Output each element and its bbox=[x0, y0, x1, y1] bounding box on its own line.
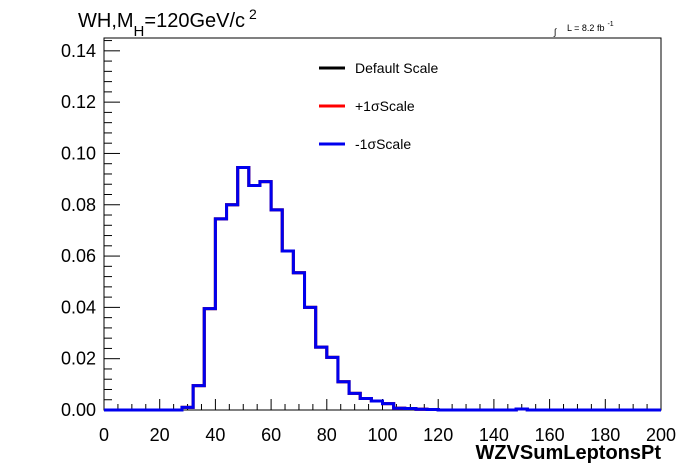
title-superscript: 2 bbox=[249, 6, 257, 22]
y-tick-label: 0.10 bbox=[61, 143, 96, 163]
y-tick-label: 0.00 bbox=[61, 400, 96, 420]
x-tick-label: 60 bbox=[261, 425, 281, 445]
histogram-series-1 bbox=[104, 166, 661, 412]
y-tick-labels: 0.00 0.02 0.04 0.06 0.08 0.10 0.12 0.14 bbox=[61, 41, 96, 420]
legend-label: Default Scale bbox=[355, 60, 438, 76]
x-tick-label: 200 bbox=[646, 425, 676, 445]
chart-title: WH,MH=120GeV/c 2 bbox=[78, 6, 257, 40]
title-subscript: H bbox=[134, 23, 145, 40]
x-tick-label: 100 bbox=[367, 425, 397, 445]
y-tick-label: 0.08 bbox=[61, 195, 96, 215]
x-tick-label: 20 bbox=[150, 425, 170, 445]
x-tick-label: 0 bbox=[99, 425, 109, 445]
legend-label: -1σScale bbox=[355, 136, 411, 152]
y-tick-label: 0.04 bbox=[61, 297, 96, 317]
x-tick-label: 180 bbox=[590, 425, 620, 445]
luminosity-value: L = 8.2 fb bbox=[567, 23, 604, 33]
legend: Default Scale +1σScale -1σScale bbox=[319, 60, 438, 152]
x-tick-label: 80 bbox=[317, 425, 337, 445]
x-axis-label: WZVSumLeptonsPt bbox=[475, 442, 661, 464]
x-tick-label: 140 bbox=[479, 425, 509, 445]
y-tick-label: 0.06 bbox=[61, 246, 96, 266]
legend-label: +1σScale bbox=[355, 98, 415, 114]
x-tick-label: 160 bbox=[535, 425, 565, 445]
y-tick-label: 0.14 bbox=[61, 41, 96, 61]
luminosity-unit-exponent: -1 bbox=[607, 21, 613, 28]
y-tick-label: 0.12 bbox=[61, 92, 96, 112]
histogram-series-3 bbox=[104, 166, 661, 412]
x-tick-labels: 0 20 40 60 80 100 120 140 160 180 200 bbox=[99, 425, 676, 445]
luminosity-label: L = 8.2 fb -1 bbox=[567, 21, 614, 33]
histogram-series-2 bbox=[104, 166, 661, 412]
x-tick-label: 40 bbox=[205, 425, 225, 445]
axis-ticks bbox=[103, 40, 662, 411]
title-main: WH,M bbox=[78, 10, 134, 32]
title-mid: =120GeV/c bbox=[144, 10, 245, 32]
x-tick-label: 120 bbox=[423, 425, 453, 445]
luminosity-integral: ∫ bbox=[553, 27, 558, 37]
plot-frame bbox=[103, 37, 662, 411]
series-group bbox=[104, 166, 661, 412]
y-tick-label: 0.02 bbox=[61, 349, 96, 369]
